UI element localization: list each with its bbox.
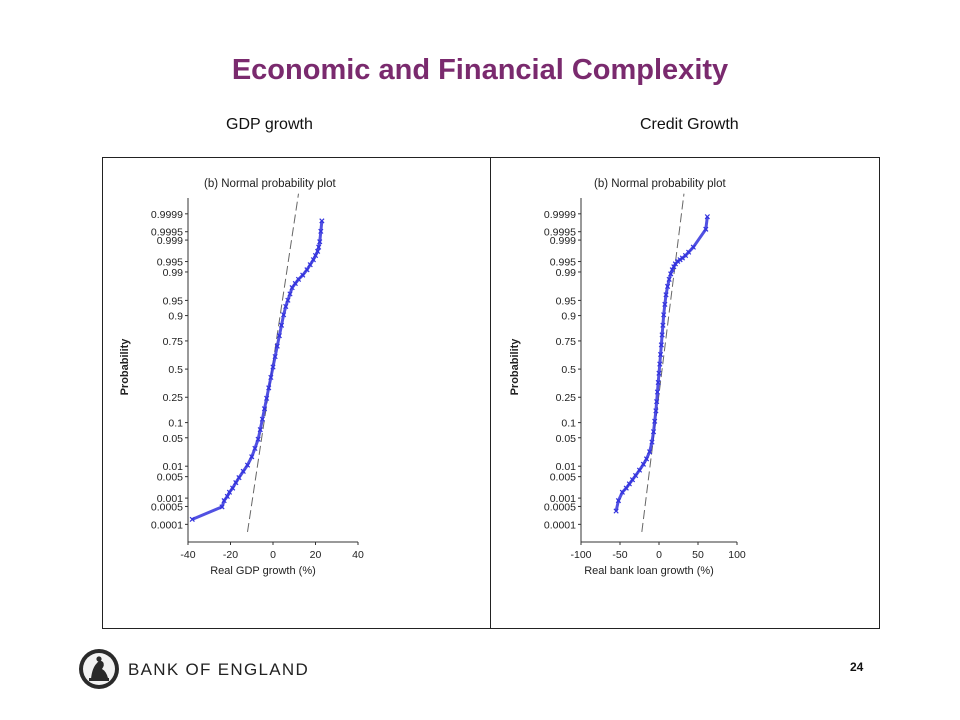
data-series-line bbox=[191, 220, 324, 521]
y-tick-label: 0.01 bbox=[556, 461, 577, 473]
y-tick-label: 0.95 bbox=[163, 295, 184, 307]
y-tick-label: 0.0005 bbox=[151, 501, 183, 513]
page-number: 24 bbox=[850, 660, 864, 674]
y-tick-label: 0.9999 bbox=[151, 209, 183, 221]
y-tick-label: 0.5 bbox=[561, 364, 576, 376]
y-axis-label: Probability bbox=[119, 338, 131, 396]
x-tick-label: 0 bbox=[270, 549, 276, 561]
x-tick-label: -100 bbox=[570, 549, 591, 561]
y-tick-label: 0.99 bbox=[163, 267, 184, 279]
y-tick-label: 0.999 bbox=[550, 235, 576, 247]
x-tick-label: -40 bbox=[180, 549, 195, 561]
gdp-probability-plot: (b) Normal probability plot0.00010.00050… bbox=[119, 178, 364, 577]
y-tick-label: 0.9999 bbox=[544, 209, 576, 221]
y-tick-label: 0.25 bbox=[163, 392, 184, 404]
x-tick-label: 0 bbox=[656, 549, 662, 561]
y-tick-label: 0.05 bbox=[556, 433, 577, 445]
y-tick-label: 0.9995 bbox=[151, 227, 183, 239]
y-tick-label: 0.0001 bbox=[544, 519, 576, 531]
y-tick-label: 0.5 bbox=[168, 364, 183, 376]
y-tick-label: 0.9 bbox=[561, 311, 576, 323]
chart-title: (b) Normal probability plot bbox=[204, 178, 336, 190]
x-tick-label: 40 bbox=[352, 549, 364, 561]
x-axis-label: Real bank loan growth (%) bbox=[584, 565, 714, 577]
y-tick-label: 0.99 bbox=[556, 267, 577, 279]
bank-of-england-wordmark: BANK OF ENGLAND bbox=[128, 660, 310, 679]
data-series-line bbox=[614, 216, 709, 512]
x-tick-label: 20 bbox=[310, 549, 322, 561]
y-tick-label: 0.0005 bbox=[544, 501, 576, 513]
y-tick-label: 0.75 bbox=[163, 336, 184, 348]
credit-probability-plot: (b) Normal probability plot0.00010.00050… bbox=[509, 178, 746, 577]
y-tick-label: 0.05 bbox=[163, 433, 184, 445]
y-tick-label: 0.995 bbox=[157, 257, 183, 269]
y-tick-label: 0.75 bbox=[556, 336, 577, 348]
x-tick-label: 50 bbox=[692, 549, 704, 561]
x-tick-label: -20 bbox=[223, 549, 238, 561]
y-tick-label: 0.995 bbox=[550, 257, 576, 269]
y-tick-label: 0.001 bbox=[157, 493, 183, 505]
y-axis-label: Probability bbox=[509, 338, 521, 396]
y-tick-label: 0.95 bbox=[556, 295, 577, 307]
bank-of-england-logo-icon bbox=[79, 649, 119, 689]
y-tick-label: 0.999 bbox=[157, 235, 183, 247]
y-tick-label: 0.001 bbox=[550, 493, 576, 505]
y-tick-label: 0.9 bbox=[168, 311, 183, 323]
charts-frame bbox=[102, 157, 880, 629]
y-tick-label: 0.005 bbox=[157, 472, 183, 484]
reference-line bbox=[641, 193, 685, 532]
y-tick-label: 0.25 bbox=[556, 392, 577, 404]
x-tick-label: 100 bbox=[728, 549, 746, 561]
credit-panel-heading: Credit Growth bbox=[640, 116, 739, 133]
y-tick-label: 0.9995 bbox=[544, 227, 576, 239]
x-tick-label: -50 bbox=[612, 549, 627, 561]
y-tick-label: 0.0001 bbox=[151, 519, 183, 531]
x-axis-label: Real GDP growth (%) bbox=[210, 565, 316, 577]
y-tick-label: 0.1 bbox=[561, 418, 576, 430]
y-tick-label: 0.1 bbox=[168, 418, 183, 430]
chart-title: (b) Normal probability plot bbox=[594, 178, 726, 190]
gdp-panel-heading: GDP growth bbox=[226, 116, 313, 133]
y-tick-label: 0.005 bbox=[550, 472, 576, 484]
page-title: Economic and Financial Complexity bbox=[231, 54, 729, 86]
charts-divider bbox=[490, 157, 491, 629]
y-tick-label: 0.01 bbox=[163, 461, 184, 473]
